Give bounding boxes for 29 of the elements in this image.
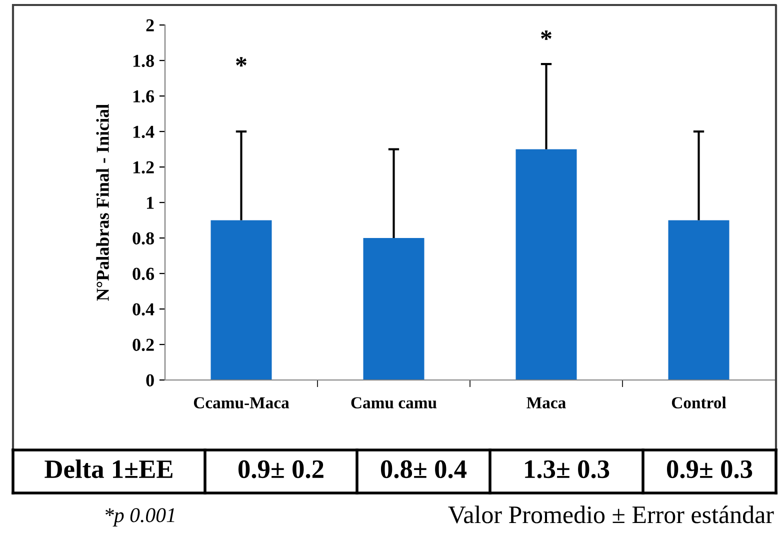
text: *p 0.001 (106, 508, 174, 526)
annotation: * (541, 30, 552, 40)
bar (210, 220, 272, 380)
y-tick-label: 1.4 (133, 126, 154, 138)
bar (516, 149, 577, 380)
y-tick-label: 1.8 (133, 54, 154, 68)
data-label: 0.9± 0.2 (238, 460, 324, 478)
y-tick-label: 0.6 (132, 268, 154, 280)
y-tick-label: 0 (146, 374, 154, 386)
y-tick-label: 1.2 (133, 161, 154, 174)
x-tick-label: Ccamu-Maca (194, 397, 290, 408)
text: Valor Promedio ± Error estándar (448, 506, 774, 524)
y-axis-title: N°Palabras Final - Inicial (96, 104, 109, 301)
x-tick-label: Control (672, 396, 726, 408)
annotation: * (236, 57, 246, 67)
x-tick-label: Maca (526, 397, 566, 408)
y-tick-label: 0.8 (132, 232, 154, 245)
y-tick-label: 0.2 (132, 338, 154, 352)
y-tick-label: 0.4 (132, 303, 154, 316)
bar (668, 220, 730, 380)
y-tick-label: 1.6 (133, 90, 154, 103)
data-label: 0.9± 0.3 (666, 460, 752, 478)
data-label: 1.3± 0.3 (525, 460, 610, 478)
data-label: 0.8± 0.4 (380, 460, 467, 478)
text: Delta 1±EE (44, 460, 172, 478)
y-tick-label: 2 (146, 19, 154, 32)
x-tick-label: Camu camu (351, 397, 437, 408)
y-tick-label: 1 (147, 196, 154, 209)
bar (363, 238, 424, 380)
